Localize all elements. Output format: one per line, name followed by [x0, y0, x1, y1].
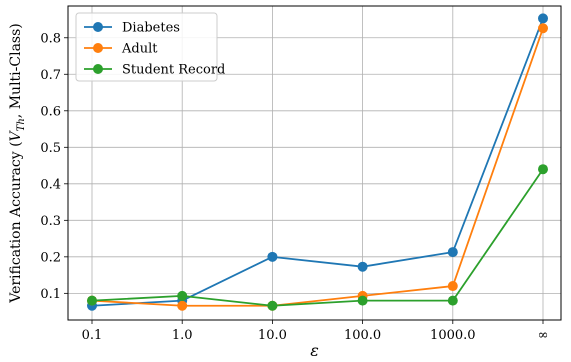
x-tick-label: ∞	[538, 328, 549, 343]
legend-marker	[93, 22, 103, 32]
y-tick-label: 0.5	[40, 141, 61, 156]
data-point-adult	[538, 23, 548, 34]
x-tick-label: 0.1	[82, 328, 103, 343]
data-point-student-record	[177, 290, 188, 301]
y-tick-label: 0.8	[40, 31, 61, 46]
legend-item-adult: Adult	[84, 42, 158, 57]
legend-label: Diabetes	[122, 21, 180, 36]
x-tick-label: 10.0	[258, 328, 287, 343]
x-tick-label: 100.0	[344, 328, 381, 343]
data-point-student-record	[538, 164, 548, 175]
y-tick-label: 0.3	[40, 214, 61, 229]
data-point-diabetes	[538, 13, 548, 24]
y-tick-label: 0.6	[40, 104, 61, 119]
y-axis-label-tail: , Multi-Class)	[8, 23, 24, 118]
series-line-diabetes	[91, 18, 544, 307]
legend-box	[75, 12, 218, 82]
legend-label: Student Record	[122, 63, 225, 78]
legend-label: Adult	[121, 42, 158, 57]
series-layer	[87, 13, 548, 311]
series-student-record	[87, 164, 548, 311]
plot-area-frame	[67, 5, 562, 321]
legend-marker	[93, 64, 103, 74]
data-point-diabetes	[357, 261, 368, 272]
x-tick-label: 1000.0	[430, 328, 476, 343]
y-axis-label-subscript: Th	[16, 118, 27, 131]
series-line-adult	[91, 27, 544, 307]
data-point-student-record	[357, 295, 368, 306]
y-tick-label: 0.7	[40, 68, 61, 83]
axis-ticks: 0.1 1.0 10.0 100.0 1000.0 ∞ 0.1 0.2 0.3 0.4 0.5 0.6…	[40, 31, 548, 343]
data-point-student-record	[87, 295, 97, 306]
data-point-diabetes	[447, 247, 458, 258]
legend-item-student-record: Student Record	[84, 63, 225, 78]
y-axis-label-main: Verification Accuracy (	[8, 141, 24, 303]
x-tick-label: 1.0	[172, 328, 193, 343]
legend-marker	[93, 43, 103, 53]
y-tick-label: 0.1	[40, 287, 61, 302]
series-line-student-record	[91, 168, 544, 307]
y-axis-label-v: V	[8, 129, 24, 141]
data-point-student-record	[267, 300, 278, 311]
data-point-student-record	[447, 295, 458, 306]
data-point-adult	[177, 300, 188, 311]
data-point-diabetes	[267, 251, 278, 262]
legend: Diabetes Adult Student Record	[75, 12, 225, 82]
series-diabetes	[87, 13, 548, 311]
y-axis-label: Verification Accuracy (VTh, Multi-Class)	[8, 23, 27, 304]
y-tick-label: 0.4	[40, 177, 61, 192]
data-point-adult	[447, 281, 458, 292]
legend-item-diabetes: Diabetes	[84, 21, 180, 36]
x-axis-label: ε	[310, 341, 319, 360]
grid	[68, 6, 561, 320]
y-tick-label: 0.2	[40, 250, 61, 265]
